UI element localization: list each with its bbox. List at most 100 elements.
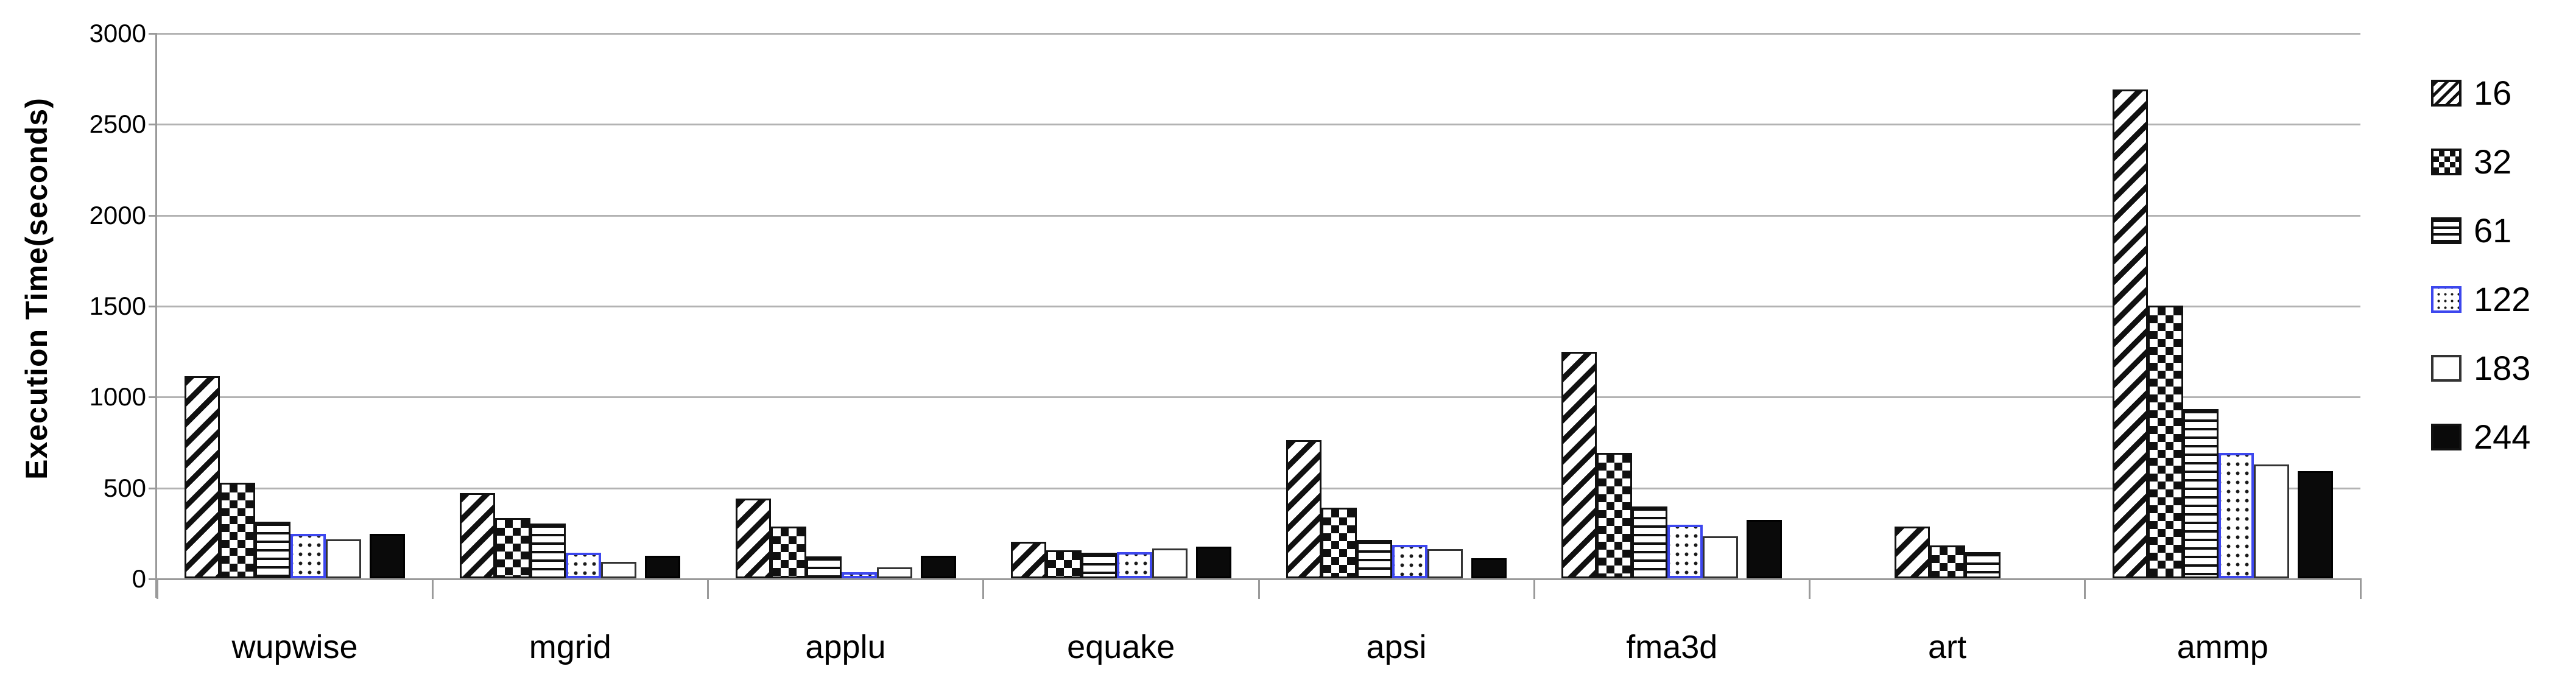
legend-swatch-122-icon	[2431, 285, 2462, 313]
y-tick-label-0: 0	[132, 564, 146, 593]
legend-item-183: 183	[2431, 334, 2530, 402]
gridline-2000	[157, 214, 2360, 217]
bar-applu-244	[920, 556, 956, 578]
x-category-label-ammp: ammp	[2177, 629, 2268, 665]
bar-ammp-61	[2183, 409, 2219, 578]
bar-ammp-16	[2112, 89, 2148, 578]
bar-wupwise-61	[255, 522, 291, 578]
legend-item-16: 16	[2431, 58, 2530, 127]
legend-swatch-32-icon	[2431, 148, 2462, 175]
bar-ammp-244	[2297, 471, 2333, 578]
bar-fma3d-16	[1561, 352, 1597, 578]
bar-fma3d-61	[1632, 506, 1668, 578]
x-category-label-apsi: apsi	[1366, 629, 1427, 665]
bar-wupwise-183	[326, 539, 362, 578]
bar-equake-183	[1152, 548, 1188, 578]
legend-item-61: 61	[2431, 196, 2530, 265]
bar-wupwise-16	[185, 376, 220, 578]
legend-label-16: 16	[2474, 74, 2512, 112]
legend-swatch-244-icon	[2431, 423, 2462, 450]
bar-ammp-122	[2218, 453, 2254, 578]
bar-group-fma3d	[1534, 352, 1809, 578]
y-tick-label-3000: 3000	[89, 19, 146, 47]
x-category-label-equake: equake	[1067, 629, 1175, 665]
legend-item-244: 244	[2431, 402, 2530, 471]
bar-group-art	[1810, 527, 2085, 578]
bar-art-61	[1965, 552, 2001, 578]
bar-wupwise-122	[290, 534, 326, 578]
bar-mgrid-61	[530, 524, 566, 578]
y-axis-tick-2500	[149, 124, 157, 126]
y-tick-label-2000: 2000	[89, 200, 146, 229]
legend-swatch-183-icon	[2431, 354, 2462, 382]
bar-applu-32	[770, 527, 806, 578]
bar-group-apsi	[1259, 440, 1534, 578]
bar-ammp-183	[2253, 464, 2289, 578]
bar-group-applu	[708, 499, 984, 578]
bar-fma3d-183	[1703, 536, 1739, 578]
x-axis-tick	[1809, 578, 1811, 599]
x-axis-tick	[156, 578, 158, 599]
bar-applu-183	[876, 567, 912, 578]
bar-equake-32	[1046, 550, 1082, 578]
y-axis-tick-500	[149, 487, 157, 489]
bar-fma3d-244	[1747, 520, 1782, 578]
y-axis-tick-1000	[149, 396, 157, 399]
bar-fma3d-32	[1597, 453, 1633, 578]
bar-mgrid-122	[566, 553, 602, 578]
bar-group-equake	[984, 542, 1259, 578]
gridline-1500	[157, 306, 2360, 307]
bar-apsi-16	[1286, 440, 1322, 578]
legend-item-32: 32	[2431, 127, 2530, 196]
bar-apsi-32	[1321, 508, 1357, 578]
bar-wupwise-244	[370, 534, 406, 578]
legend-label-122: 122	[2474, 280, 2531, 318]
x-category-label-mgrid: mgrid	[529, 629, 611, 665]
bar-mgrid-183	[601, 562, 637, 578]
bar-group-ammp	[2085, 89, 2360, 578]
legend-label-32: 32	[2474, 142, 2512, 181]
bar-art-16	[1894, 527, 1930, 578]
y-axis-tick-3000	[149, 33, 157, 35]
bar-art-32	[1929, 545, 1965, 578]
plot-area	[157, 33, 2360, 580]
bar-applu-16	[735, 499, 771, 578]
bar-equake-244	[1195, 547, 1231, 578]
bar-equake-16	[1010, 542, 1046, 578]
bar-mgrid-32	[495, 518, 531, 578]
bar-apsi-183	[1427, 549, 1463, 578]
gridline-500	[157, 487, 2360, 489]
bar-applu-122	[841, 572, 877, 578]
x-category-label-art: art	[1927, 629, 1967, 665]
bar-group-mgrid	[432, 493, 708, 578]
legend-label-244: 244	[2474, 418, 2531, 456]
y-tick-label-500: 500	[103, 473, 146, 502]
gridline-1000	[157, 396, 2360, 399]
y-axis-tick-1500	[149, 306, 157, 307]
legend-label-183: 183	[2474, 349, 2531, 387]
bar-apsi-122	[1392, 545, 1428, 578]
bar-applu-61	[806, 556, 842, 578]
bar-wupwise-32	[220, 483, 256, 578]
y-axis-tick-0	[149, 578, 157, 580]
gridline-2500	[157, 124, 2360, 126]
bar-mgrid-244	[645, 556, 681, 578]
x-axis-tick	[1533, 578, 1535, 599]
bar-group-wupwise	[157, 376, 432, 578]
gridline-3000	[157, 33, 2360, 35]
y-axis-line	[155, 33, 157, 598]
x-axis-tick	[2359, 578, 2362, 599]
legend-swatch-16-icon	[2431, 79, 2462, 107]
x-category-label-applu: applu	[805, 629, 886, 665]
bar-mgrid-16	[460, 493, 496, 578]
x-axis-tick	[1258, 578, 1260, 599]
x-axis-tick	[707, 578, 709, 599]
legend-item-122: 122	[2431, 265, 2530, 334]
bar-apsi-61	[1357, 540, 1393, 578]
x-axis-tick	[2084, 578, 2086, 599]
x-category-label-wupwise: wupwise	[231, 629, 358, 665]
x-axis-tick	[431, 578, 434, 599]
legend: 16 32 61 122 183 244	[2431, 58, 2530, 471]
bar-equake-122	[1116, 552, 1152, 578]
y-tick-label-1000: 1000	[89, 382, 146, 412]
